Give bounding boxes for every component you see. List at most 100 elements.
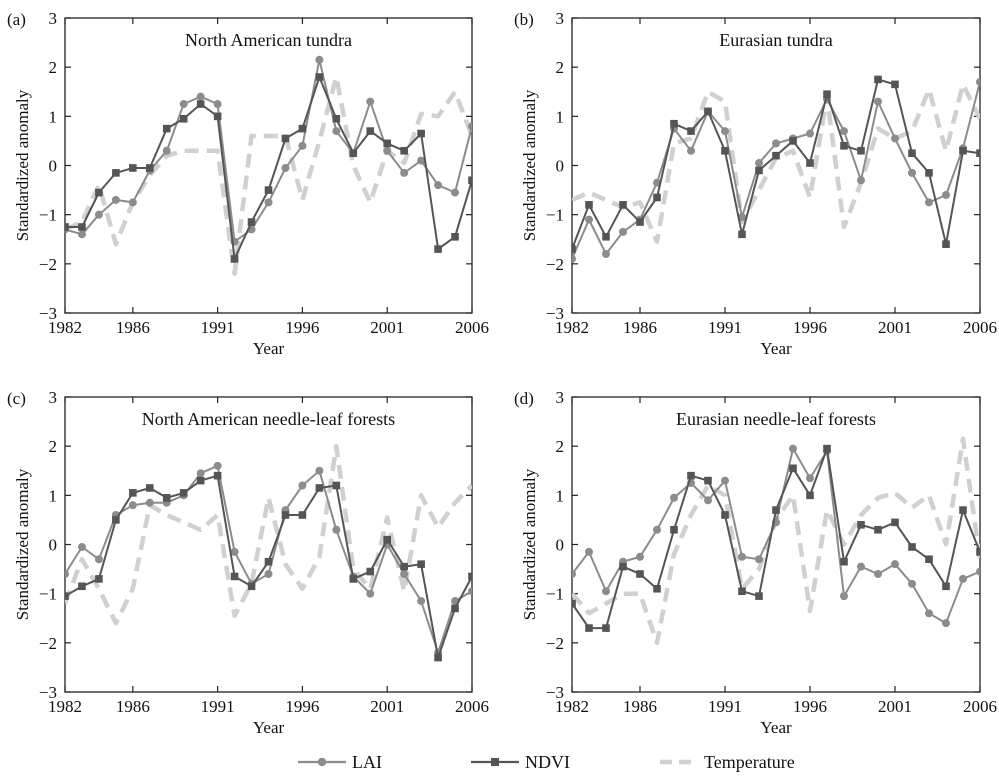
data-point-lai (806, 129, 814, 138)
y-tick-label: 0 (49, 536, 58, 555)
data-point-ndvi (636, 218, 644, 226)
data-point-lai (196, 469, 205, 478)
legend-marker-lai (317, 757, 327, 767)
data-point-lai (942, 619, 950, 628)
data-point-lai (332, 127, 341, 136)
data-point-ndvi (857, 146, 865, 155)
data-point-ndvi (129, 164, 137, 172)
x-axis-label: Year (760, 718, 792, 737)
data-point-ndvi (298, 511, 307, 519)
data-point-ndvi (179, 114, 188, 123)
data-point-ndvi (281, 511, 290, 519)
data-point-ndvi (213, 112, 222, 121)
legend-label-temperature: Temperature (704, 752, 795, 772)
data-point-ndvi (823, 444, 831, 453)
data-point-ndvi (670, 119, 678, 128)
data-point-ndvi (653, 193, 661, 202)
series-line-temperature (572, 436, 980, 646)
data-point-ndvi (738, 587, 746, 596)
data-point-lai (298, 481, 307, 490)
data-point-ndvi (400, 146, 408, 155)
data-point-lai (908, 579, 916, 588)
data-point-ndvi (772, 151, 780, 160)
data-point-ndvi (349, 575, 358, 583)
plot-data (572, 75, 980, 263)
data-point-ndvi (213, 471, 222, 480)
chart-panel-a: (a) −3 −2 −1 0 1 2 3 1982 1986 1991 1996 2001 2006 Yea… (7, 9, 489, 358)
x-tick-label: 2001 (370, 318, 404, 337)
data-point-lai (417, 597, 426, 606)
data-point-ndvi (874, 525, 882, 534)
data-point-ndvi (434, 245, 442, 253)
series-line-temperature (65, 443, 472, 626)
data-point-lai (721, 476, 729, 485)
data-point-ndvi (65, 592, 69, 600)
data-point-ndvi (230, 572, 239, 581)
data-point-ndvi (959, 146, 967, 155)
data-point-ndvi (704, 107, 712, 116)
panel-label: (c) (7, 389, 26, 408)
data-point-lai (366, 589, 375, 598)
chart-title: Eurasian tundra (719, 30, 832, 50)
data-point-ndvi (789, 464, 797, 473)
data-point-ndvi (366, 567, 375, 576)
panel-label: (b) (514, 10, 534, 29)
data-point-lai (925, 198, 933, 207)
data-point-ndvi (959, 506, 967, 514)
y-tick-label: −2 (39, 634, 57, 653)
plot-frame (571, 17, 981, 314)
data-point-lai (874, 97, 882, 106)
data-point-ndvi (636, 570, 644, 578)
data-point-lai (942, 191, 950, 199)
y-tick-label: 1 (556, 107, 565, 126)
data-point-ndvi (196, 476, 205, 485)
data-point-ndvi (451, 604, 459, 613)
y-tick-label: 3 (556, 388, 565, 407)
plot-data (572, 436, 980, 646)
data-point-ndvi (145, 484, 154, 492)
data-point-lai (332, 525, 341, 534)
data-point-ndvi (179, 489, 188, 497)
chart-title: North American needle-leaf forests (142, 409, 395, 429)
series-line-temperature (572, 82, 980, 244)
data-point-ndvi (755, 592, 763, 600)
x-tick-label: 2006 (963, 697, 997, 716)
data-point-ndvi (468, 176, 472, 185)
data-point-ndvi (332, 114, 341, 123)
data-point-lai (976, 77, 980, 86)
y-axis-label: Standardized anomaly (520, 89, 539, 241)
data-point-lai (298, 141, 307, 150)
data-point-ndvi (602, 232, 610, 241)
panel-label: (a) (7, 10, 26, 29)
data-point-lai (908, 168, 916, 177)
data-point-lai (77, 542, 86, 551)
data-point-lai (738, 213, 746, 222)
y-tick-label: 3 (49, 388, 58, 407)
data-point-ndvi (572, 245, 576, 253)
series-line-lai (572, 81, 980, 260)
series-line-ndvi (572, 447, 980, 630)
x-tick-label: 1991 (708, 697, 742, 716)
data-point-ndvi (925, 169, 933, 177)
y-tick-label: 2 (556, 437, 565, 456)
data-point-ndvi (349, 149, 358, 158)
chart-panel-c: (c) −3 −2 −1 0 1 2 3 1982 1986 1991 1996 2001 2006 Yea… (7, 388, 489, 737)
data-point-lai (94, 555, 103, 564)
x-tick-label: 1982 (555, 318, 589, 337)
data-point-lai (721, 127, 729, 136)
data-point-ndvi (721, 511, 729, 519)
data-point-ndvi (806, 159, 814, 167)
data-point-lai (959, 574, 967, 583)
data-point-ndvi (976, 149, 980, 158)
x-tick-label: 2001 (878, 318, 912, 337)
data-point-ndvi (670, 525, 678, 534)
data-point-lai (400, 168, 409, 177)
data-point-ndvi (687, 127, 695, 135)
y-tick-label: 3 (556, 9, 565, 28)
y-tick-label: 2 (556, 58, 565, 77)
legend-label-lai: LAI (352, 752, 382, 772)
data-point-ndvi (417, 129, 425, 138)
data-point-ndvi (789, 137, 797, 145)
y-tick-label: 2 (49, 58, 58, 77)
